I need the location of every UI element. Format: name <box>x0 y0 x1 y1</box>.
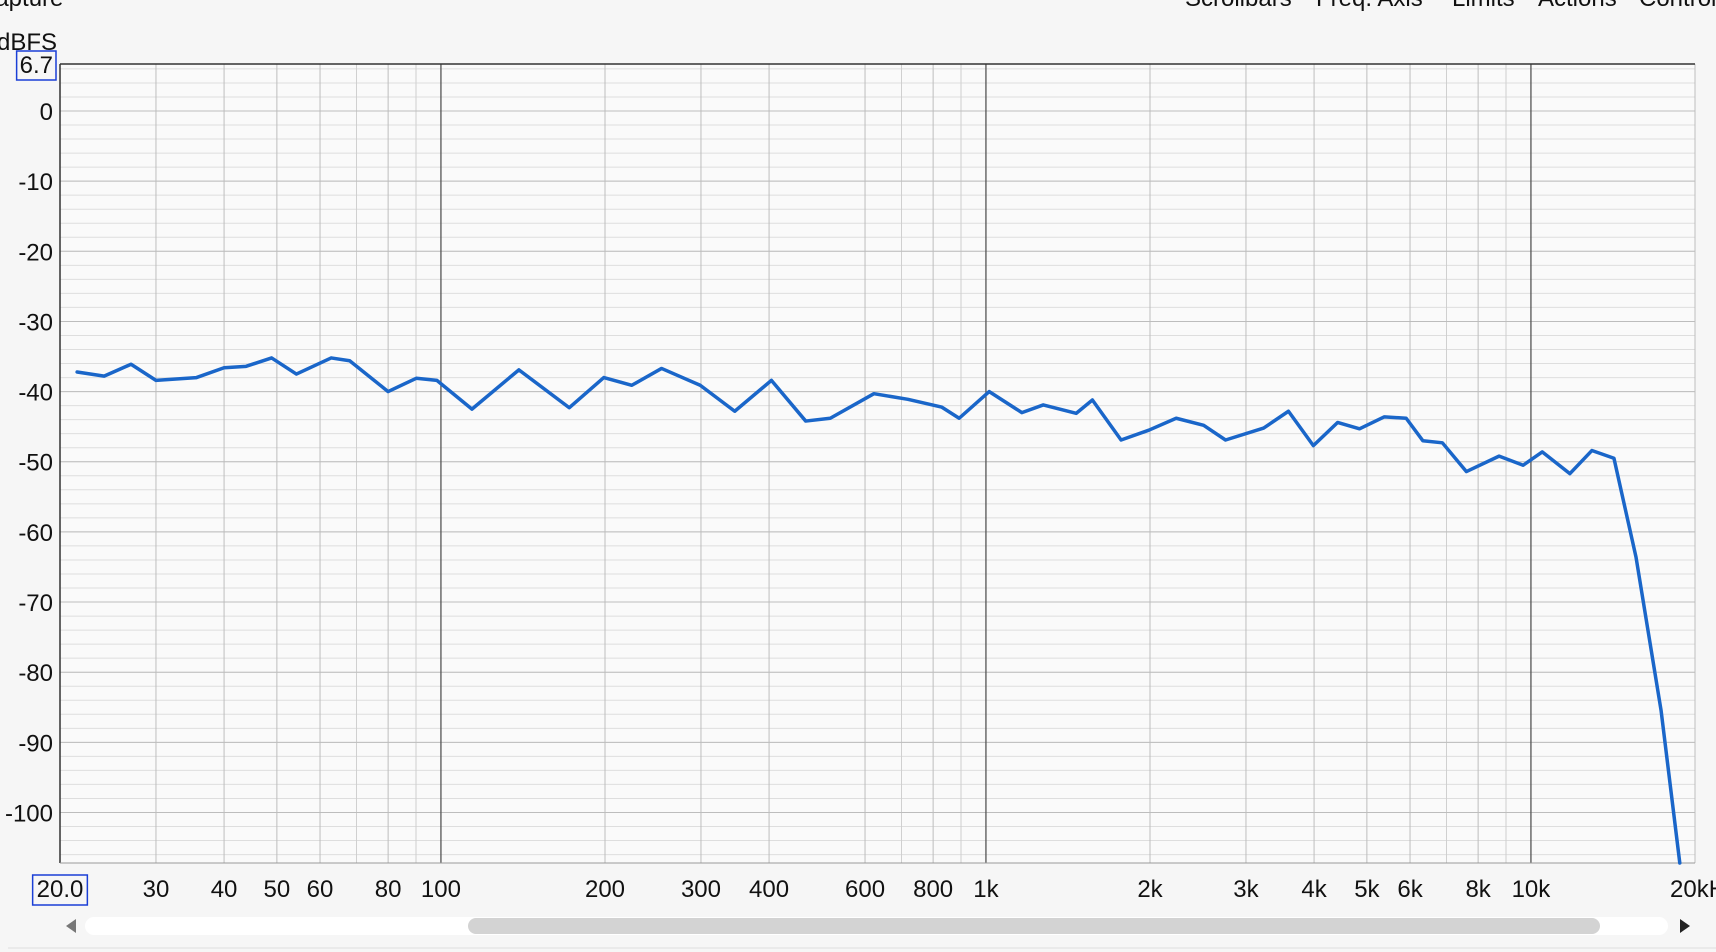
x-tick-label: 5k <box>1354 876 1380 903</box>
x-tick-label: 60 <box>307 876 334 903</box>
x-tick-label: 6k <box>1397 876 1423 903</box>
x-tick-label: 800 <box>913 876 953 903</box>
x-tick-label: 50 <box>264 876 291 903</box>
response-line <box>75 356 1682 865</box>
x-tick-label: 300 <box>681 876 721 903</box>
y-tick-label: -40 <box>18 380 53 407</box>
x-tick-label: 30 <box>143 876 170 903</box>
y-tick-label: -90 <box>18 730 53 757</box>
y-tick-label: -20 <box>18 239 53 266</box>
y-tick-label: 0 <box>40 99 53 126</box>
plot-area <box>60 64 1695 863</box>
grid <box>59 63 1696 864</box>
x-tick-label: 100 <box>421 876 461 903</box>
x-tick-label: 200 <box>585 876 625 903</box>
y-tick-label: -30 <box>18 309 53 336</box>
x-tick-label: 80 <box>375 876 402 903</box>
menu-item[interactable]: Limits <box>1452 0 1515 12</box>
y-tick-label: -100 <box>5 800 53 827</box>
menu-item[interactable]: Freq. Axis <box>1316 0 1423 12</box>
limit-box <box>31 874 89 906</box>
x-tick-label: 20.0 <box>37 876 84 903</box>
window-title: Capture <box>0 0 63 12</box>
plot <box>75 356 1682 865</box>
x-tick-label: 10k <box>1512 876 1552 903</box>
y-tick-label: -70 <box>18 590 53 617</box>
y-tick-label: 6.7 <box>20 52 53 79</box>
y-tick-label: -60 <box>18 520 53 547</box>
scroll-right-arrow[interactable] <box>1680 919 1690 933</box>
x-tick-label: 40 <box>211 876 238 903</box>
y-tick-label: -10 <box>18 169 53 196</box>
labels: 6.7 0 -10 -20 -30 -40 -50 -60 -70 -80 -90 -100 20.0 3… <box>5 50 1716 906</box>
scroll-thumb[interactable] <box>468 918 1600 934</box>
x-tick-label: 3k <box>1233 876 1259 903</box>
x-tick-label: 1k <box>973 876 999 903</box>
scroll-left-arrow[interactable] <box>66 919 76 933</box>
x-tick-label: 600 <box>845 876 885 903</box>
menu-item[interactable]: Scrollbars <box>1185 0 1292 12</box>
x-tick-label: 8k <box>1465 876 1491 903</box>
x-tick-label: 20kHz <box>1670 876 1716 903</box>
y-tick-label: -50 <box>18 450 53 477</box>
y-tick-label: -80 <box>18 660 53 687</box>
x-tick-label: 4k <box>1301 876 1327 903</box>
x-tick-label: 400 <box>749 876 789 903</box>
menu-item[interactable]: Actions <box>1538 0 1617 12</box>
x-tick-label: 2k <box>1137 876 1163 903</box>
menu-item[interactable]: Controls <box>1639 0 1716 12</box>
limit-box <box>15 50 57 81</box>
